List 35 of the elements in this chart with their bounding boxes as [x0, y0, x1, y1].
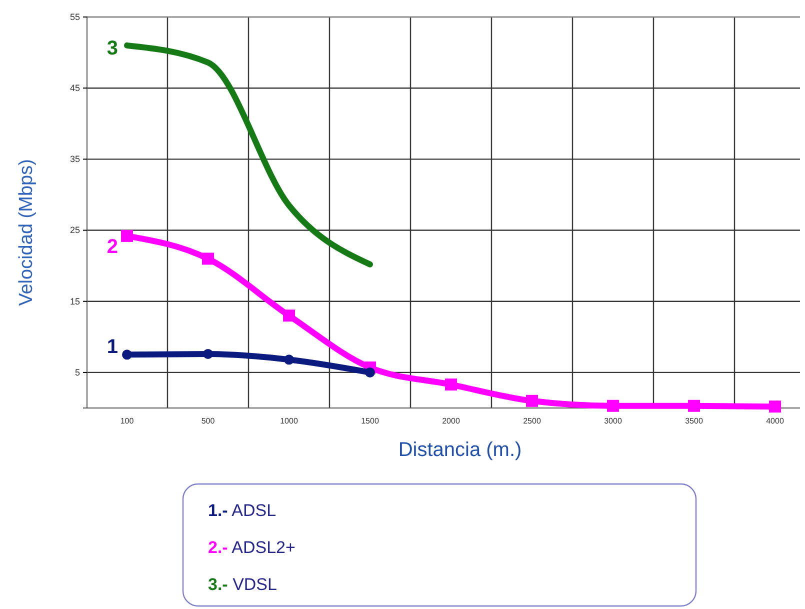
y-tick-label: 35: [70, 154, 80, 164]
x-tick-label: 1500: [361, 416, 380, 426]
annotation: 3: [106, 38, 118, 60]
y-axis-title: Velocidad (Mbps): [16, 159, 37, 306]
text: 2.- ADSL2+: [208, 538, 296, 557]
text: 1.- ADSL: [208, 501, 276, 520]
point: [283, 310, 295, 322]
point: [203, 348, 213, 359]
x-tick-label: 1000: [280, 416, 298, 426]
x-tick-label: 4000: [766, 416, 784, 426]
point: [526, 394, 538, 407]
x-tick-label: 500: [201, 416, 216, 426]
x-tick-label: 2500: [523, 416, 542, 426]
y-tick-label: 5: [74, 367, 80, 378]
x-axis-title: Distancia (m.): [398, 439, 522, 461]
point: [284, 354, 294, 365]
y-tick-label: 15: [70, 296, 80, 306]
x-tick-label: 100: [120, 416, 134, 426]
x-tick-label: 2000: [442, 416, 460, 426]
point: [121, 230, 133, 242]
x-tick-label: 3000: [604, 416, 622, 426]
point: [607, 400, 619, 412]
point: [365, 367, 375, 378]
annotation: 1: [106, 336, 118, 358]
point: [202, 252, 214, 265]
x-tick-label: 3500: [685, 416, 704, 426]
text: 3.- VDSL: [208, 575, 277, 594]
y-tick-label: 25: [70, 225, 80, 236]
point: [769, 400, 781, 413]
y-tick-label: 55: [70, 12, 80, 22]
annotation: 2: [106, 236, 118, 258]
point: [445, 378, 457, 391]
y-tick-label: 45: [70, 82, 80, 93]
point: [688, 400, 700, 412]
point: [122, 350, 132, 360]
